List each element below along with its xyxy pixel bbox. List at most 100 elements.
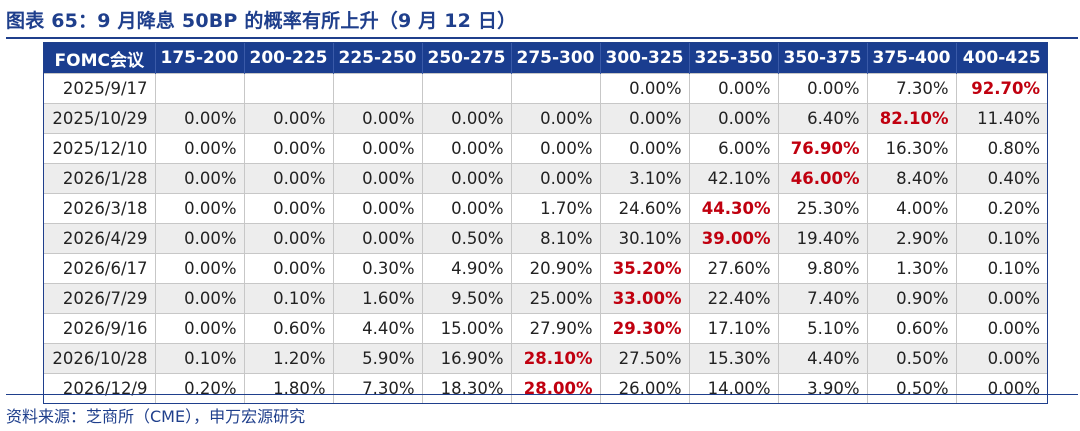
table-row: 2025/12/10 0.00% 0.00% 0.00% 0.00% 0.00% 0.00%… xyxy=(44,133,1047,164)
probability-cell: 0.00% xyxy=(154,103,244,134)
probability-cell: 5.10% xyxy=(777,313,867,344)
table-row: 2025/10/29 0.00% 0.00% 0.00% 0.00% 0.00% 0.00%… xyxy=(44,103,1047,134)
probability-cell: 0.00% xyxy=(243,193,333,224)
max-probability-cell: 35.20% xyxy=(599,253,689,284)
probability-cell: 1.80% xyxy=(243,373,333,403)
probability-cell: 7.30% xyxy=(866,73,956,104)
probability-cell: 0.00% xyxy=(510,163,600,194)
probability-cell: 42.10% xyxy=(688,163,778,194)
probability-cell: 0.00% xyxy=(510,103,600,134)
probability-cell: 0.20% xyxy=(955,193,1047,224)
probability-cell xyxy=(243,73,333,104)
probability-cell: 0.50% xyxy=(866,373,956,403)
header-range: 375-400 xyxy=(866,43,956,74)
probability-cell: 0.00% xyxy=(154,193,244,224)
probability-cell: 4.40% xyxy=(777,343,867,374)
meeting-date-cell: 2025/9/17 xyxy=(44,73,155,104)
probability-cell: 11.40% xyxy=(955,103,1047,134)
title-rule xyxy=(6,37,1078,39)
probability-cell: 0.00% xyxy=(243,163,333,194)
probability-cell: 0.10% xyxy=(154,343,244,374)
probability-cell: 0.00% xyxy=(421,133,511,164)
max-probability-cell: 33.00% xyxy=(599,283,689,314)
probability-cell: 0.10% xyxy=(955,253,1047,284)
probability-cell: 0.10% xyxy=(243,283,333,314)
probability-cell: 19.40% xyxy=(777,223,867,254)
meeting-date-cell: 2025/12/10 xyxy=(44,133,155,164)
max-probability-cell: 46.00% xyxy=(777,163,867,194)
probability-cell: 25.30% xyxy=(777,193,867,224)
header-range: 300-325 xyxy=(599,43,689,74)
max-probability-cell: 28.00% xyxy=(510,373,600,403)
probability-cell: 0.00% xyxy=(243,253,333,284)
probability-cell: 25.00% xyxy=(510,283,600,314)
probability-cell: 0.00% xyxy=(955,373,1047,403)
probability-cell: 26.00% xyxy=(599,373,689,403)
meeting-date-cell: 2026/4/29 xyxy=(44,223,155,254)
probability-cell: 0.50% xyxy=(866,343,956,374)
source-note: 资料来源：芝商所（CME），申万宏源研究 xyxy=(6,407,306,426)
probability-cell: 4.40% xyxy=(332,313,422,344)
probability-cell: 0.00% xyxy=(955,313,1047,344)
max-probability-cell: 39.00% xyxy=(688,223,778,254)
probability-cell: 0.00% xyxy=(599,73,689,104)
probability-table: FOMC会议 175-200 200-225 225-250 250-275 275-30… xyxy=(44,43,1047,403)
probability-cell: 0.00% xyxy=(955,283,1047,314)
probability-cell: 4.90% xyxy=(421,253,511,284)
meeting-date-cell: 2026/6/17 xyxy=(44,253,155,284)
max-probability-cell: 29.30% xyxy=(599,313,689,344)
header-range: 200-225 xyxy=(243,43,333,74)
probability-cell: 1.70% xyxy=(510,193,600,224)
table-row: 2026/7/29 0.00% 0.10% 1.60% 9.50% 25.00% 33.00… xyxy=(44,283,1047,314)
probability-cell: 0.00% xyxy=(421,103,511,134)
probability-cell: 0.00% xyxy=(154,133,244,164)
probability-cell: 18.30% xyxy=(421,373,511,403)
probability-cell: 0.00% xyxy=(243,223,333,254)
probability-cell: 6.40% xyxy=(777,103,867,134)
table-row: 2026/1/28 0.00% 0.00% 0.00% 0.00% 0.00% 3.10% 4… xyxy=(44,163,1047,194)
header-range: 350-375 xyxy=(777,43,867,74)
probability-cell: 6.00% xyxy=(688,133,778,164)
header-range: 225-250 xyxy=(332,43,422,74)
meeting-date-cell: 2026/10/28 xyxy=(44,343,155,374)
probability-cell: 0.60% xyxy=(243,313,333,344)
probability-cell: 0.10% xyxy=(955,223,1047,254)
table-row: 2026/6/17 0.00% 0.00% 0.30% 4.90% 20.90% 35.20… xyxy=(44,253,1047,284)
table-row: 2026/9/16 0.00% 0.60% 4.40% 15.00% 27.90% 29.3… xyxy=(44,313,1047,344)
probability-table-container: FOMC会议 175-200 200-225 225-250 250-275 275-30… xyxy=(43,42,1048,404)
probability-cell: 14.00% xyxy=(688,373,778,403)
max-probability-cell: 92.70% xyxy=(955,73,1047,104)
probability-cell: 27.50% xyxy=(599,343,689,374)
probability-cell: 30.10% xyxy=(599,223,689,254)
header-range: 250-275 xyxy=(421,43,511,74)
probability-cell: 0.80% xyxy=(955,133,1047,164)
probability-cell: 15.00% xyxy=(421,313,511,344)
probability-cell: 3.10% xyxy=(599,163,689,194)
probability-cell: 0.50% xyxy=(421,223,511,254)
probability-cell: 8.40% xyxy=(866,163,956,194)
probability-cell xyxy=(421,73,511,104)
probability-cell: 0.00% xyxy=(599,103,689,134)
probability-cell: 8.10% xyxy=(510,223,600,254)
probability-cell xyxy=(510,73,600,104)
probability-cell: 9.50% xyxy=(421,283,511,314)
probability-cell xyxy=(332,73,422,104)
meeting-date-cell: 2026/1/28 xyxy=(44,163,155,194)
probability-cell: 0.00% xyxy=(421,193,511,224)
probability-cell: 27.90% xyxy=(510,313,600,344)
probability-cell: 17.10% xyxy=(688,313,778,344)
probability-cell xyxy=(154,73,244,104)
probability-cell: 27.60% xyxy=(688,253,778,284)
meeting-date-cell: 2026/9/16 xyxy=(44,313,155,344)
probability-cell: 0.00% xyxy=(243,133,333,164)
probability-cell: 15.30% xyxy=(688,343,778,374)
probability-cell: 0.00% xyxy=(332,163,422,194)
probability-cell: 0.00% xyxy=(332,133,422,164)
probability-cell: 0.00% xyxy=(955,343,1047,374)
probability-cell: 0.00% xyxy=(421,163,511,194)
probability-cell: 0.00% xyxy=(599,133,689,164)
header-meeting: FOMC会议 xyxy=(44,43,155,74)
max-probability-cell: 28.10% xyxy=(510,343,600,374)
probability-cell: 0.00% xyxy=(688,103,778,134)
probability-cell: 0.00% xyxy=(154,223,244,254)
